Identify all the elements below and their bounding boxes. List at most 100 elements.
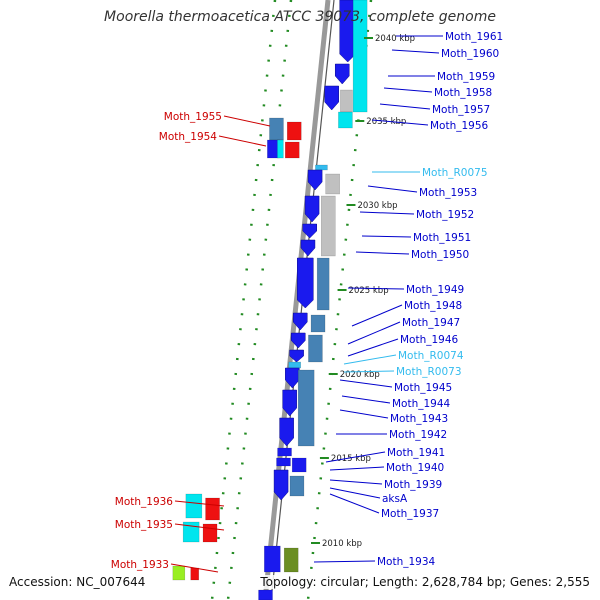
- gene-label[interactable]: Moth_1935: [115, 519, 173, 531]
- gene-feature-23: [282, 389, 297, 417]
- label-leader-line: [329, 487, 381, 499]
- gene-label[interactable]: Moth_R0073: [396, 366, 462, 378]
- gene-feature-6: [315, 164, 328, 171]
- gene-feature-33: [269, 117, 284, 141]
- label-leader-line: [174, 523, 225, 531]
- bp-tick-label: 2025 kbp: [349, 286, 389, 296]
- gene-label[interactable]: Moth_1945: [394, 382, 452, 394]
- gene-label[interactable]: Moth_1939: [384, 479, 442, 491]
- label-leader-line: [367, 185, 418, 193]
- gene-feature-7: [307, 169, 323, 191]
- gene-feature-3: [324, 85, 339, 111]
- label-leader-line: [339, 409, 389, 419]
- label-leader-line: [329, 493, 380, 514]
- label-leader-line: [371, 119, 429, 126]
- gene-feature-37: [285, 141, 300, 159]
- gene-feature-20: [288, 361, 301, 369]
- label-leader-line: [359, 211, 415, 215]
- topology-text: Topology: circular; Length: 2,628,784 bp…: [260, 575, 590, 589]
- gene-label[interactable]: Moth_1950: [411, 249, 469, 261]
- gene-label[interactable]: Moth_1959: [437, 71, 495, 83]
- gene-feature-29: [289, 475, 305, 497]
- label-leader-line: [361, 235, 412, 238]
- gene-feature-2: [334, 63, 350, 85]
- label-leader-line: [170, 563, 219, 573]
- gene-feature-15: [292, 312, 308, 331]
- gene-label[interactable]: Moth_1941: [387, 447, 445, 459]
- gene-label[interactable]: Moth_1933: [111, 559, 169, 571]
- gene-label[interactable]: Moth_1940: [386, 462, 444, 474]
- genome-backbone: [262, 0, 331, 600]
- gene-label[interactable]: Moth_1951: [413, 232, 471, 244]
- gene-label[interactable]: Moth_1961: [445, 31, 503, 43]
- gene-feature-0: [339, 0, 356, 63]
- gene-label[interactable]: Moth_1937: [381, 508, 439, 520]
- label-leader-line: [391, 49, 440, 54]
- bp-tick-label: 2040 kbp: [375, 34, 415, 44]
- label-leader-line: [329, 479, 383, 485]
- gene-feature-42: [172, 565, 186, 581]
- gene-feature-34: [286, 121, 302, 141]
- gene-label[interactable]: Moth_R0074: [398, 350, 464, 362]
- gene-label[interactable]: Moth_1954: [159, 131, 218, 143]
- gene-label[interactable]: Moth_1947: [402, 317, 460, 329]
- gene-label[interactable]: Moth_1936: [115, 496, 174, 508]
- gene-feature-9: [304, 195, 320, 223]
- gene-feature-25: [277, 447, 292, 457]
- gene-label[interactable]: Moth_1958: [434, 87, 492, 99]
- gene-label[interactable]: Moth_1953: [419, 187, 477, 199]
- gene-label[interactable]: Moth_1956: [430, 120, 489, 132]
- gene-feature-10: [321, 195, 336, 257]
- gene-feature-41: [202, 523, 218, 543]
- gene-label[interactable]: Moth_1948: [404, 300, 462, 312]
- gene-feature-16: [310, 314, 326, 333]
- label-leader-line: [343, 370, 395, 373]
- gene-feature-5: [338, 111, 353, 129]
- gene-feature-28: [273, 469, 289, 501]
- label-leader-line: [218, 135, 267, 147]
- label-leader-line: [355, 251, 410, 255]
- gene-label[interactable]: Moth_1952: [416, 209, 474, 221]
- label-leader-line: [347, 321, 401, 345]
- gene-label[interactable]: Moth_1957: [432, 104, 490, 116]
- gene-label[interactable]: aksA: [382, 493, 408, 505]
- gene-feature-14: [316, 257, 330, 311]
- gene-feature-19: [289, 349, 304, 363]
- label-leader-line: [329, 466, 385, 471]
- bp-tick-label: 2015 kbp: [331, 454, 371, 464]
- gene-label[interactable]: Moth_R0075: [422, 167, 488, 179]
- gene-feature-13: [297, 257, 314, 309]
- gene-label[interactable]: Moth_1934: [377, 556, 436, 568]
- gene-feature-21: [285, 367, 300, 389]
- gene-feature-31: [283, 547, 299, 573]
- gene-feature-12: [300, 239, 316, 257]
- gene-label[interactable]: Moth_1942: [389, 429, 447, 441]
- gene-feature-11: [302, 223, 317, 239]
- gene-feature-32: [258, 589, 273, 600]
- bp-tick-label: 2020 kbp: [340, 370, 380, 380]
- gene-feature-39: [205, 497, 220, 521]
- outer-left-track: [226, 0, 293, 600]
- gene-label[interactable]: Moth_1943: [390, 413, 448, 425]
- bp-tick-label: 2010 kbp: [322, 539, 362, 549]
- label-leader-line: [351, 304, 403, 327]
- gene-feature-43: [190, 567, 199, 581]
- gene-feature-17: [290, 332, 306, 349]
- gene-feature-30: [264, 545, 281, 573]
- gene-label[interactable]: Moth_1946: [400, 334, 459, 346]
- gene-feature-38: [185, 493, 203, 519]
- gene-label[interactable]: Moth_1944: [392, 398, 451, 410]
- label-leader-line: [347, 287, 405, 290]
- gene-feature-22: [297, 369, 315, 447]
- far-left-track: [210, 0, 277, 600]
- gene-feature-26: [276, 457, 291, 467]
- gene-feature-18: [308, 334, 323, 363]
- label-leader-line: [341, 395, 391, 404]
- bp-tick-label: 2030 kbp: [357, 201, 397, 211]
- gene-label[interactable]: Moth_1949: [406, 284, 464, 296]
- gene-label[interactable]: Moth_1960: [441, 48, 499, 60]
- label-leader-line: [325, 451, 386, 463]
- gene-feature-40: [182, 521, 200, 543]
- gene-label[interactable]: Moth_1955: [164, 111, 222, 123]
